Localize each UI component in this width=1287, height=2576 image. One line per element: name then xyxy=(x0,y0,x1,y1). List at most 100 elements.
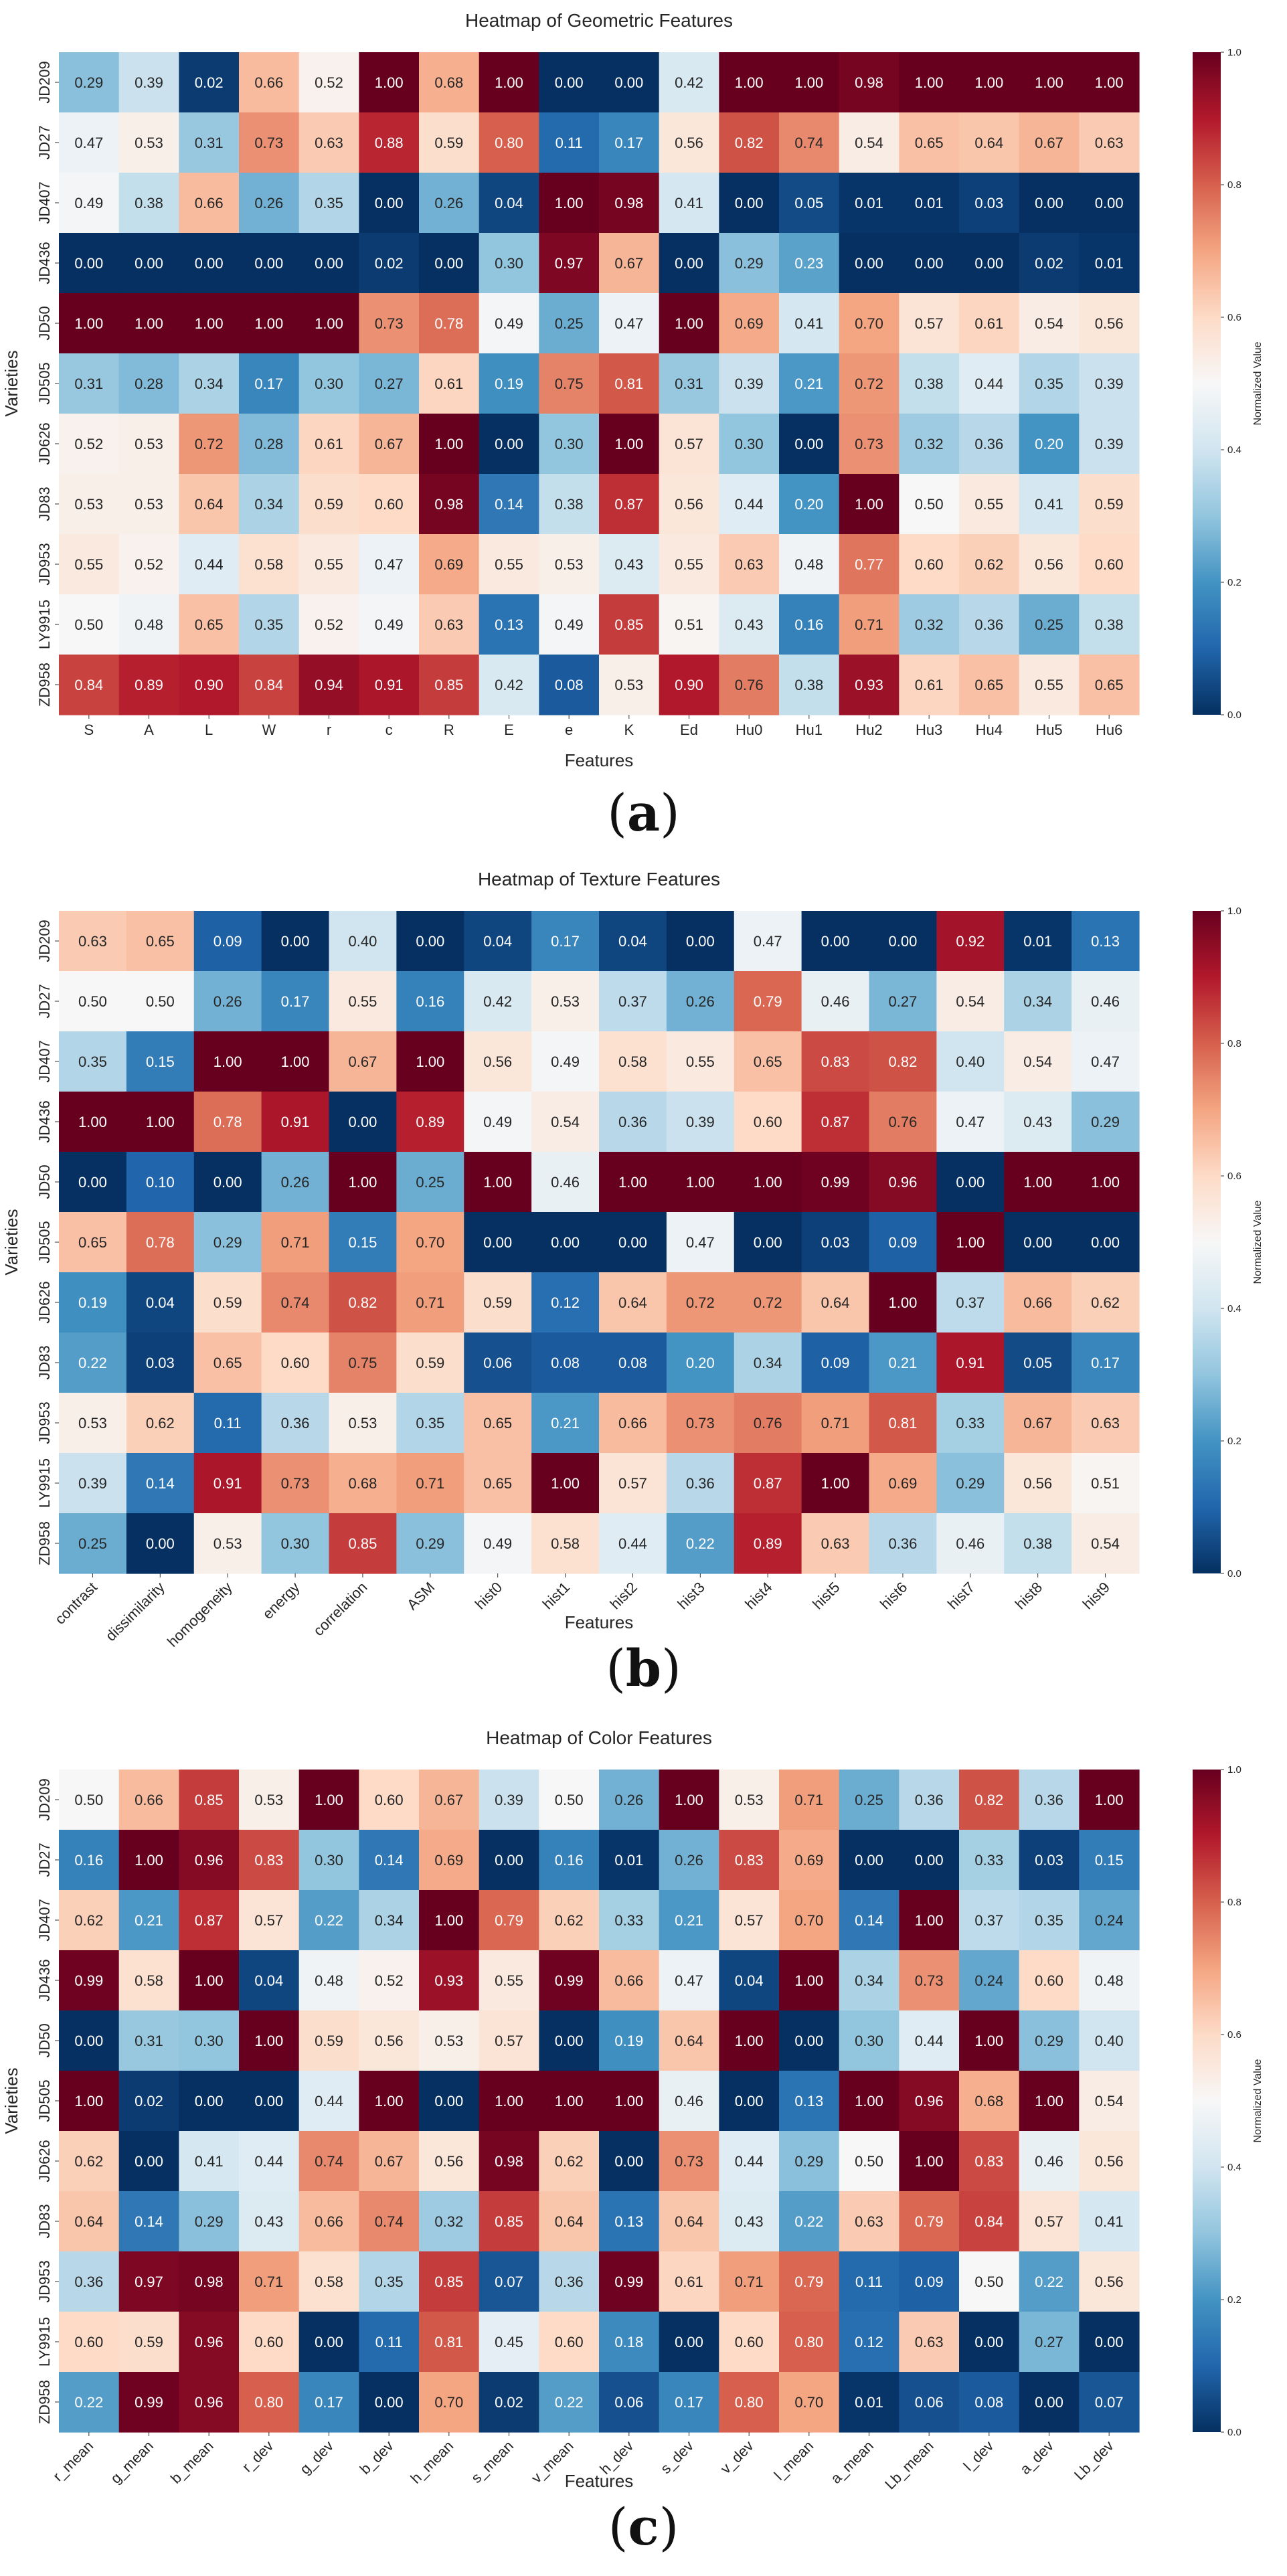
cell-value-label: 0.96 xyxy=(195,2334,224,2350)
cell-value-label: 0.56 xyxy=(1095,2273,1124,2290)
heatmap-cell xyxy=(801,1393,870,1454)
cell-value-label: 0.84 xyxy=(254,677,283,693)
heatmap-cell xyxy=(539,2312,600,2373)
cell-value-label: 0.00 xyxy=(495,1852,523,1869)
x-tick-label: K xyxy=(624,721,634,738)
y-tick-label: JD505 xyxy=(36,2079,53,2122)
cell-value-label: 0.92 xyxy=(956,933,984,950)
cell-value-label: 0.29 xyxy=(74,74,103,91)
x-tick-label: W xyxy=(262,721,276,738)
cell-value-label: 0.61 xyxy=(315,436,343,452)
cell-value-label: 0.71 xyxy=(254,2273,283,2290)
cell-value-label: 0.64 xyxy=(618,1294,647,1311)
heatmap-cell xyxy=(899,112,960,173)
cell-value-label: 0.00 xyxy=(281,933,310,950)
heatmap-cell xyxy=(59,2312,120,2373)
cell-value-label: 0.42 xyxy=(483,993,512,1010)
heatmap-cell xyxy=(1079,52,1140,113)
heatmap-cell xyxy=(531,1393,600,1454)
panel-label-a: (a) xyxy=(607,783,680,843)
cell-value-label: 1.00 xyxy=(675,1792,703,1808)
cell-value-label: 0.13 xyxy=(1091,933,1120,950)
heatmap-cell xyxy=(193,1212,262,1273)
heatmap-cell xyxy=(599,1830,660,1891)
colorbar-tick-label: 0.2 xyxy=(1227,2294,1241,2306)
heatmap-cell xyxy=(839,112,899,173)
cell-value-label: 0.57 xyxy=(495,2033,523,2049)
heatmap-cell xyxy=(126,1513,195,1574)
cell-value-label: 0.54 xyxy=(855,135,883,151)
heatmap-cell xyxy=(419,474,480,535)
heatmap-cell xyxy=(298,1770,359,1830)
cell-value-label: 0.44 xyxy=(974,375,1003,392)
cell-value-label: 0.17 xyxy=(551,933,580,950)
heatmap-cell xyxy=(59,1453,127,1514)
heatmap-cell xyxy=(298,2191,359,2252)
heatmap-cell xyxy=(599,2372,660,2433)
cell-value-label: 0.75 xyxy=(555,375,584,392)
cell-value-label: 0.62 xyxy=(555,1912,584,1929)
heatmap-cell xyxy=(539,2251,600,2312)
cell-value-label: 0.96 xyxy=(915,2093,944,2110)
heatmap-cell xyxy=(396,1031,464,1092)
heatmap-cell xyxy=(1004,1212,1072,1273)
heatmap-cell xyxy=(599,1031,667,1092)
heatmap-cell xyxy=(599,414,660,475)
heatmap-cell xyxy=(59,1272,127,1333)
cell-value-label: 0.55 xyxy=(315,556,343,573)
heatmap-cell xyxy=(869,1092,937,1152)
cell-value-label: 0.56 xyxy=(483,1053,512,1070)
heatmap-cell xyxy=(539,1890,600,1951)
heatmap-cell xyxy=(239,293,300,354)
cell-value-label: 0.04 xyxy=(146,1294,175,1311)
heatmap-cell xyxy=(1004,1092,1072,1152)
cell-value-label: 0.00 xyxy=(495,436,523,452)
heatmap-cell xyxy=(1019,2131,1080,2192)
heatmap-cell xyxy=(659,2010,719,2071)
cell-value-label: 0.62 xyxy=(74,1912,103,1929)
cell-value-label: 0.41 xyxy=(195,2153,224,2170)
cell-value-label: 1.00 xyxy=(614,2093,643,2110)
cell-value-label: 1.00 xyxy=(915,1912,944,1929)
x-tick-label: Lb_dev xyxy=(1071,2437,1117,2484)
cell-value-label: 0.04 xyxy=(495,195,523,211)
cell-value-label: 0.57 xyxy=(1035,2213,1063,2230)
heatmap-cell xyxy=(59,2372,120,2433)
cell-value-label: 0.73 xyxy=(855,436,883,452)
cell-value-label: 0.35 xyxy=(1035,375,1063,392)
heatmap-cell xyxy=(959,233,1020,294)
cell-value-label: 0.42 xyxy=(675,74,703,91)
heatmap-cell xyxy=(666,1152,735,1213)
heatmap-cell xyxy=(118,52,179,113)
heatmap-cell xyxy=(298,52,359,113)
y-tick-label: JD626 xyxy=(36,1281,53,1324)
cell-value-label: 0.65 xyxy=(146,933,175,950)
cell-value-label: 0.10 xyxy=(146,1174,175,1191)
heatmap-cell xyxy=(839,594,899,655)
heatmap-cell xyxy=(539,1770,600,1830)
cell-value-label: 0.69 xyxy=(735,315,764,332)
heatmap-cell xyxy=(419,52,480,113)
heatmap-cell xyxy=(1079,2372,1140,2433)
cell-value-label: 0.22 xyxy=(74,2394,103,2411)
cell-value-label: 0.07 xyxy=(495,2273,523,2290)
heatmap-cell xyxy=(719,1830,780,1891)
heatmap-cell xyxy=(479,594,539,655)
cell-value-label: 0.36 xyxy=(686,1475,715,1492)
x-tick-label: R xyxy=(444,721,454,738)
cell-value-label: 0.25 xyxy=(416,1174,444,1191)
cell-value-label: 0.33 xyxy=(956,1415,984,1432)
colorbar-tick-label: 0.4 xyxy=(1227,1303,1241,1314)
cell-value-label: 0.81 xyxy=(614,375,643,392)
cell-value-label: 0.69 xyxy=(794,1852,823,1869)
cell-value-label: 1.00 xyxy=(915,74,944,91)
heatmap-cell xyxy=(539,2131,600,2192)
colorbar-label: Normalized Value xyxy=(1252,2059,1264,2142)
heatmap-cell xyxy=(779,2312,840,2373)
heatmap-cell xyxy=(329,1453,397,1514)
cell-value-label: 1.00 xyxy=(375,74,404,91)
cell-value-label: 0.98 xyxy=(855,74,883,91)
cell-value-label: 0.00 xyxy=(195,2093,224,2110)
cell-value-label: 0.59 xyxy=(315,2033,343,2049)
heatmap-cell xyxy=(1019,414,1080,475)
